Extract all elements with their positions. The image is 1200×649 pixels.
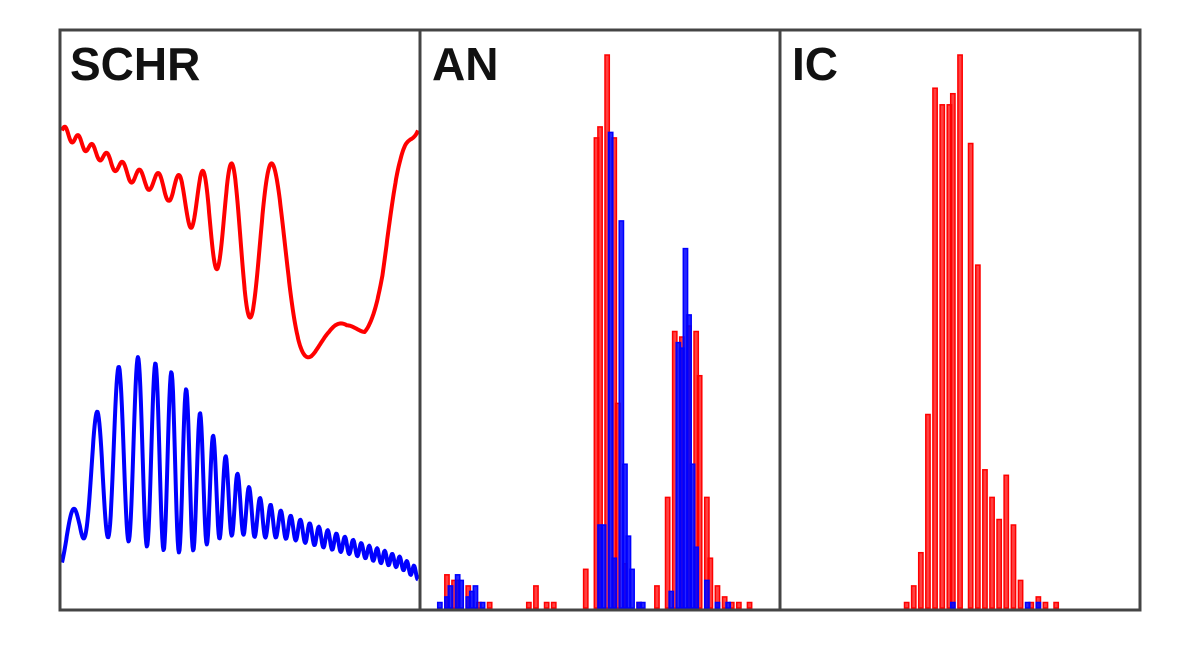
panel-title-schr: SCHR (70, 38, 200, 90)
bar-1-0-30 (735, 601, 742, 609)
panel-an-marks (436, 54, 753, 609)
bar-2-0-19 (1042, 601, 1049, 609)
bar-2-0-8 (957, 54, 963, 609)
bar-2-0-13 (996, 518, 1003, 609)
panel-ic-marks (903, 54, 1060, 609)
bar-2-1-0 (949, 601, 956, 609)
bar-2-0-10 (974, 264, 981, 609)
bar-1-1-25 (693, 546, 700, 609)
bar-2-0-20 (1053, 601, 1060, 609)
bar-1-0-5 (486, 601, 493, 609)
bar-1-0-9 (550, 601, 557, 609)
bar-1-1-7 (472, 585, 479, 609)
bar-1-1-2 (447, 585, 454, 609)
series-line-0-0 (60, 124, 420, 360)
bar-2-0-15 (1010, 524, 1017, 609)
bar-1-1-27 (714, 601, 721, 609)
bar-1-1-26 (703, 579, 710, 609)
bar-1-1-19 (668, 590, 675, 609)
bar-1-1-0 (436, 601, 443, 609)
bar-2-0-7 (949, 92, 956, 609)
bar-2-1-1 (1024, 601, 1031, 609)
panel-an: AN (432, 38, 753, 609)
bar-2-0-12 (989, 496, 995, 609)
bar-2-1-2 (1035, 601, 1042, 609)
bar-1-0-31 (746, 601, 753, 609)
panel-title-ic: IC (792, 38, 838, 90)
bar-1-1-24 (689, 463, 696, 609)
bar-1-0-10 (582, 568, 589, 609)
bar-1-0-6 (525, 601, 532, 609)
bar-2-0-14 (1003, 474, 1010, 609)
bar-1-1-11 (607, 131, 614, 609)
bar-2-0-5 (939, 104, 946, 609)
bar-2-0-4 (932, 87, 938, 609)
bar-1-1-18 (639, 601, 646, 609)
panel-title-an: AN (432, 38, 498, 90)
bar-2-0-11 (982, 469, 988, 609)
bar-1-1-13 (618, 220, 625, 609)
bar-2-0-2 (917, 551, 924, 609)
series-line-0-1 (60, 355, 420, 582)
bar-1-0-7 (533, 585, 539, 609)
panel-schr: SCHR (60, 38, 420, 582)
bar-2-0-1 (910, 585, 917, 609)
bar-1-0-18 (654, 585, 660, 609)
bar-1-0-19 (664, 496, 671, 609)
bar-2-0-9 (967, 142, 974, 609)
bar-1-0-8 (543, 601, 550, 609)
bar-2-0-16 (1017, 579, 1024, 609)
panel-ic: IC (792, 38, 1060, 609)
panel-schr-marks (60, 124, 420, 582)
bar-1-1-28 (725, 601, 732, 609)
bar-1-1-8 (479, 601, 486, 609)
bar-1-1-16 (629, 568, 635, 609)
bar-2-0-3 (925, 413, 931, 609)
bar-1-0-24 (696, 374, 703, 609)
bar-1-1-10 (600, 524, 607, 609)
bar-2-0-0 (903, 601, 910, 609)
panel-frame-ic (778, 28, 1142, 612)
bar-1-1-12 (611, 557, 618, 609)
bar-1-1-4 (458, 579, 465, 609)
panel-frames (58, 28, 1142, 612)
bar-1-1-23 (686, 314, 692, 609)
